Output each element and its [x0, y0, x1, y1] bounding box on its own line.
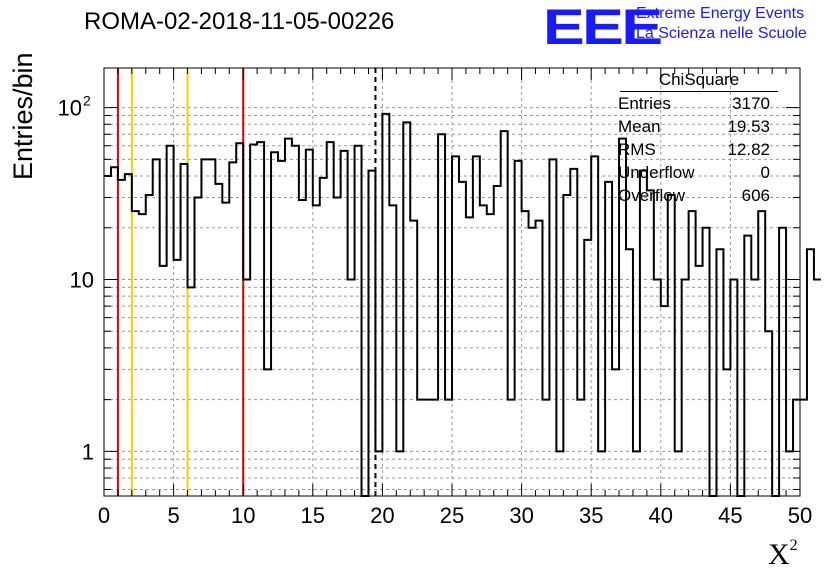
stats-key: RMS: [618, 140, 656, 159]
x-tick-label: 30: [509, 503, 533, 528]
x-tick-label: 40: [649, 503, 673, 528]
y-tick-label-exponent: 2: [83, 93, 91, 109]
x-tick-label: 45: [718, 503, 742, 528]
stats-value: 0: [760, 163, 770, 182]
stats-value: 3170: [732, 94, 770, 113]
stats-value: 12.82: [727, 140, 770, 159]
reference-lines: [116, 68, 377, 496]
stats-key: Mean: [618, 117, 661, 136]
plot-frame: [103, 67, 801, 497]
x-tick-label: 50: [788, 503, 812, 528]
y-tick-label: 10: [58, 96, 82, 121]
chart-title: ROMA-02-2018-11-05-00226: [84, 8, 395, 35]
y-tick-label: 10: [70, 267, 94, 292]
x-tick-label: 5: [167, 503, 179, 528]
x-axis-label-base: X: [768, 538, 790, 571]
x-axis-label-exponent: 2: [789, 537, 798, 554]
logo-line-1: Extreme Energy Events: [636, 5, 805, 22]
eee-logo: EEE: [543, 0, 663, 55]
logo-line-2: La Scienza nelle Scuole: [636, 25, 807, 42]
stats-key: Underflow: [618, 163, 695, 182]
x-tick-label: 15: [301, 503, 325, 528]
stats-title: ChiSquare: [620, 70, 778, 92]
stats-key: Overflow: [618, 186, 686, 205]
stats-value: 606: [741, 186, 770, 205]
x-tick-label: 35: [579, 503, 603, 528]
stats-row-rms: RMS 12.82: [612, 138, 778, 161]
histogram-line: [104, 112, 821, 497]
x-tick-label: 10: [231, 503, 255, 528]
stats-row-underflow: Underflow 0: [612, 161, 778, 184]
stats-row-entries: Entries 3170: [612, 92, 778, 115]
stats-value: 19.53: [727, 117, 770, 136]
x-axis-label: X2: [768, 537, 798, 572]
stats-row-overflow: Overflow 606: [612, 184, 778, 207]
stats-key: Entries: [618, 94, 671, 113]
stats-box: ChiSquare Entries 3170 Mean 19.53 RMS 12.82…: [612, 70, 778, 207]
x-tick-label: 0: [98, 503, 110, 528]
y-tick-label: 1: [82, 439, 94, 464]
x-tick-label: 25: [440, 503, 464, 528]
x-tick-label: 20: [370, 503, 394, 528]
stats-row-mean: Mean 19.53: [612, 115, 778, 138]
